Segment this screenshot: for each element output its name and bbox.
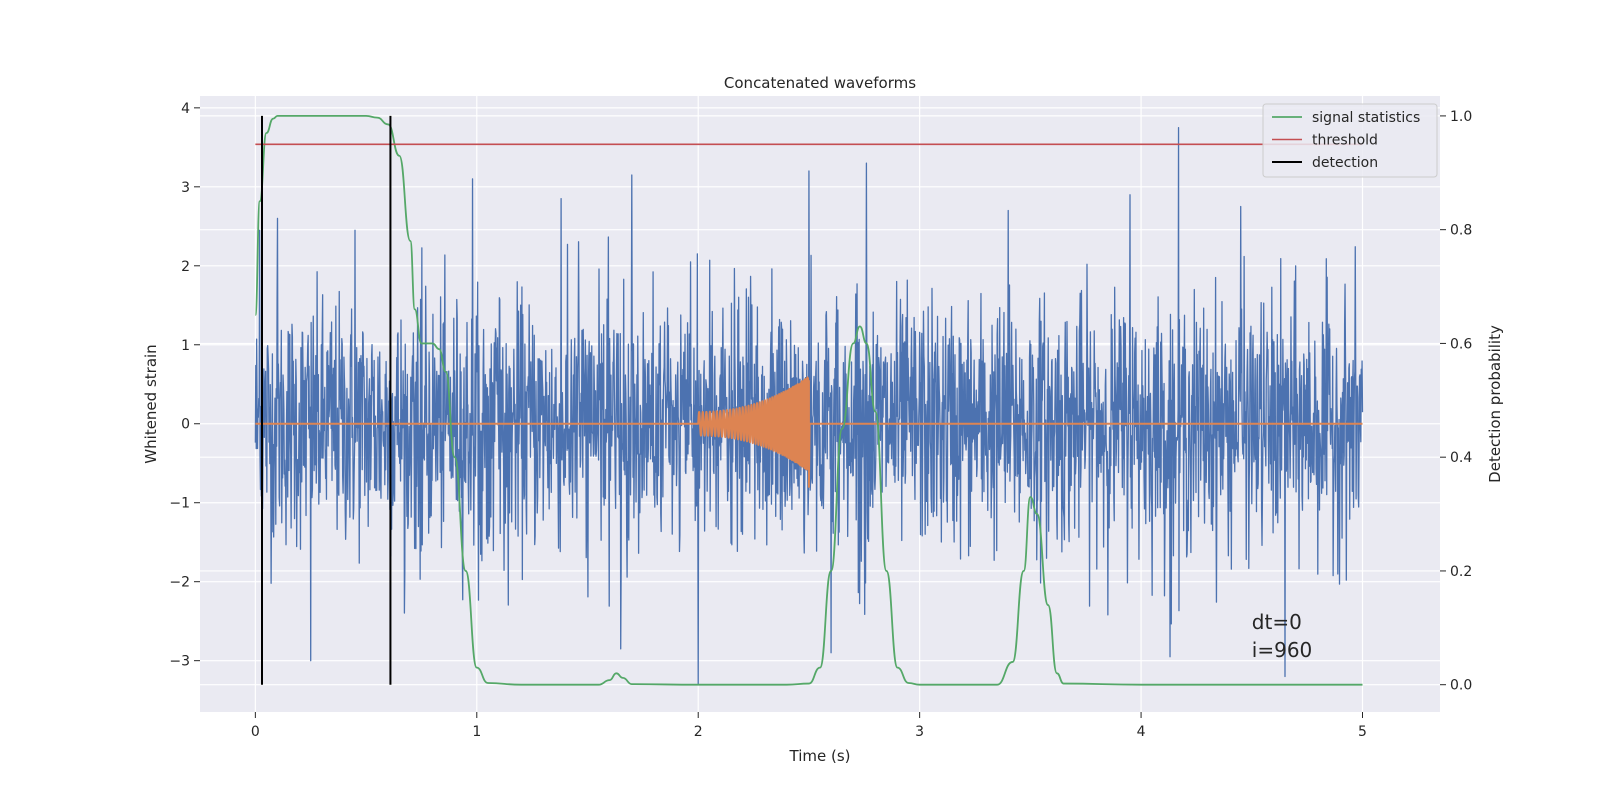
- x-tick-label: 5: [1358, 724, 1367, 740]
- legend-label: threshold: [1312, 133, 1378, 149]
- y-left-tick-label: 1: [181, 338, 190, 354]
- y-right-tick-label: 0.6: [1450, 336, 1472, 352]
- y-right-tick-label: 0.8: [1450, 223, 1472, 239]
- y-left-tick-label: −3: [169, 654, 190, 670]
- axes: 0 1 2 3 4 5 −3 −2 −1 0 1 2 3 4 0.0 0.2 0.4 0.6 0.8 1.0: [169, 101, 1472, 740]
- annotation-index: i=960: [1252, 638, 1313, 662]
- legend: signal statistics threshold detection: [1262, 103, 1438, 178]
- y-right-tick-label: 0.2: [1450, 564, 1472, 580]
- x-axis-label: Time (s): [789, 747, 851, 765]
- y-left-tick-label: −2: [169, 575, 190, 591]
- series-whitened-strain: [254, 126, 1364, 686]
- annotation-group: dt=0 i=960: [1252, 610, 1313, 662]
- y-right-tick-label: 1.0: [1450, 109, 1472, 125]
- legend-box: [1262, 103, 1438, 178]
- series-signal-statistics: [254, 115, 1363, 686]
- y-left-tick-label: 2: [181, 259, 190, 275]
- y-right-tick-label: 0.4: [1450, 450, 1472, 466]
- y-left-tick-label: 0: [181, 417, 190, 433]
- y-left-tick-label: 3: [181, 180, 190, 196]
- chart-title: Concatenated waveforms: [724, 74, 916, 92]
- x-tick-label: 4: [1137, 724, 1146, 740]
- series-layer: [254, 115, 1364, 686]
- y-axis-right-label: Detection probability: [1486, 325, 1504, 483]
- annotation-dt: dt=0: [1252, 610, 1302, 634]
- y-axis-left-label: Whitened strain: [142, 344, 160, 463]
- legend-label: detection: [1312, 155, 1378, 171]
- y-left-tick-label: −1: [169, 496, 190, 512]
- x-tick-label: 3: [915, 724, 924, 740]
- x-tick-label: 1: [472, 724, 481, 740]
- y-left-tick-label: 4: [181, 101, 190, 117]
- x-tick-label: 2: [694, 724, 703, 740]
- series-injected-signal: [255, 376, 1363, 488]
- legend-label: signal statistics: [1312, 110, 1420, 126]
- y-right-tick-label: 0.0: [1450, 678, 1472, 694]
- x-tick-label: 0: [251, 724, 260, 740]
